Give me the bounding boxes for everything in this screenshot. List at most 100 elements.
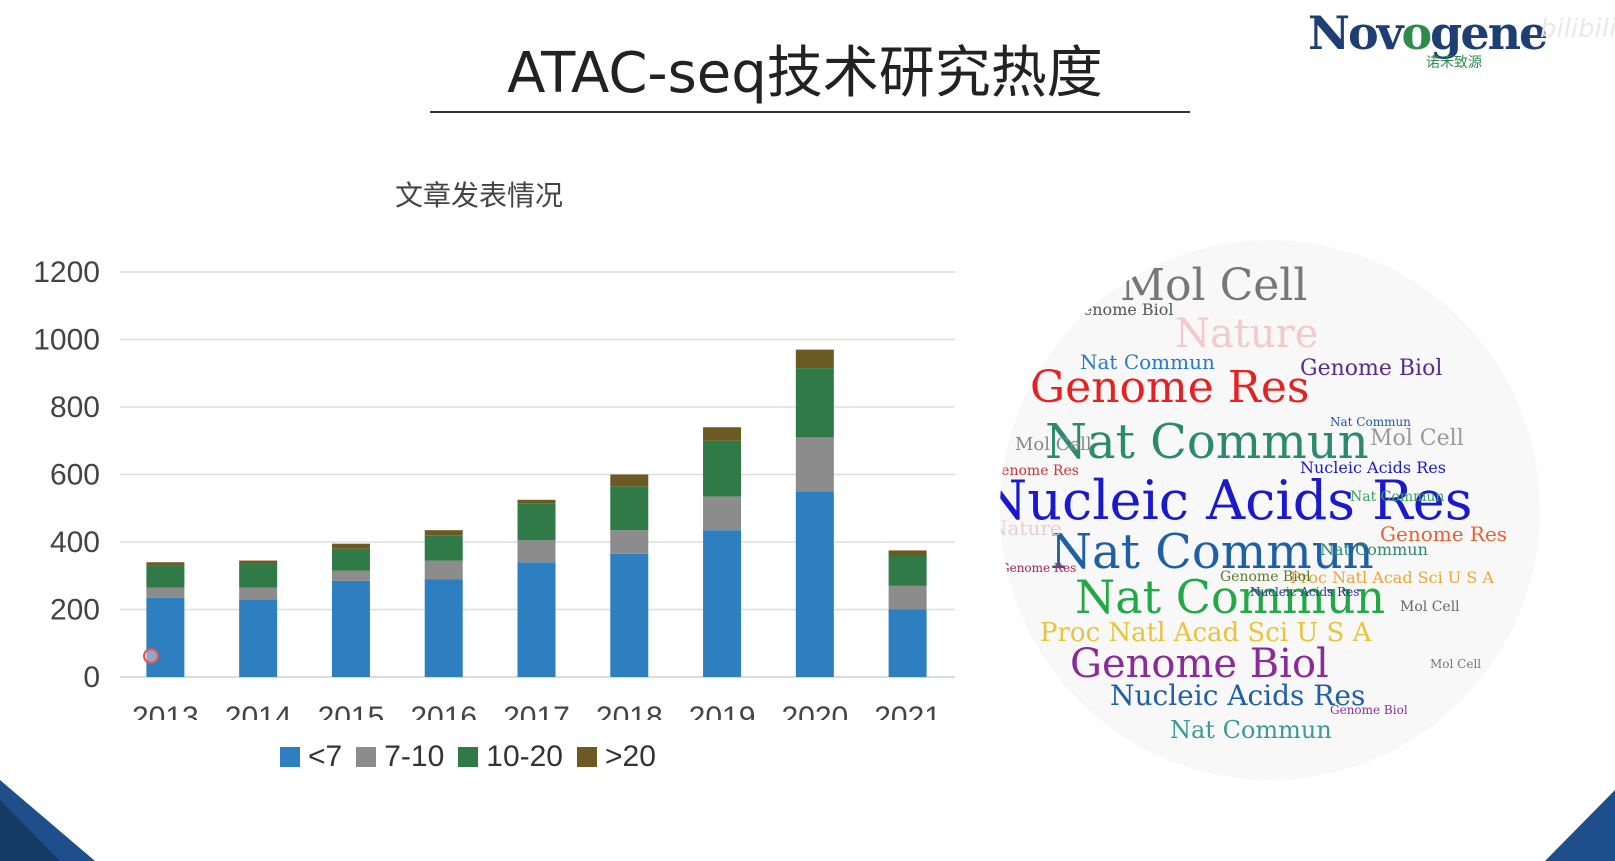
- bar-segment: [703, 530, 742, 677]
- wordcloud-word: Nature: [1175, 311, 1319, 357]
- wordcloud-word: Mol Cell: [1400, 599, 1460, 615]
- bar-segment: [239, 563, 278, 588]
- chart-title: 文章发表情况: [395, 179, 564, 212]
- y-tick-label: 200: [50, 594, 100, 627]
- chart-legend: <7 7-10 10-20 >20: [280, 740, 670, 774]
- logo-wordmark: Novogene: [1308, 6, 1548, 60]
- bar-segment: [888, 555, 927, 586]
- bar-segment: [795, 349, 834, 369]
- wordcloud-word: Genome Res: [1380, 522, 1508, 546]
- bar-segment: [610, 486, 649, 531]
- wordcloud-word: Nat Commun: [1045, 414, 1369, 470]
- bar-segment: [610, 474, 649, 487]
- legend-label: <7: [308, 740, 343, 773]
- x-tick-label: 2021: [874, 701, 941, 720]
- wordcloud-word: Nature: [1000, 516, 1062, 540]
- wordcloud-word: Mol Cell: [1120, 260, 1308, 311]
- wordcloud-word: Genome Res: [1030, 362, 1310, 413]
- bar-segment: [424, 530, 463, 536]
- wordcloud-word: Mol Cell: [1430, 657, 1482, 671]
- x-tick-label: 2017: [503, 701, 570, 720]
- legend-label: >20: [605, 740, 656, 773]
- corner-decoration-right: [1545, 790, 1615, 861]
- wordcloud-word: Nucleic Acids Res: [1250, 585, 1360, 599]
- wordcloud-word: Genome Res: [1000, 463, 1079, 479]
- bar-segment: [703, 427, 742, 441]
- y-tick-label: 0: [83, 661, 100, 694]
- bar-segment: [610, 553, 649, 677]
- bar-segment: [795, 491, 834, 677]
- bar-segment: [703, 496, 742, 531]
- bar-segment: [331, 580, 370, 677]
- y-tick-label: 800: [50, 391, 100, 424]
- bar-segment: [239, 560, 278, 564]
- bar-segment: [795, 368, 834, 438]
- bar-segment: [703, 440, 742, 497]
- x-tick-label: 2018: [596, 701, 663, 720]
- x-tick-label: 2019: [689, 701, 756, 720]
- journal-word-cloud: Nucleic Acids Res Nat Commun Nat Commun Nat…: [1000, 240, 1540, 780]
- bar-segment: [331, 543, 370, 549]
- wordcloud-word: Genome Biol: [1330, 703, 1408, 717]
- wordcloud-word: Nat Commun: [1080, 350, 1215, 374]
- y-tick-label: 1000: [33, 324, 100, 357]
- corner-decoration-left-dark: [0, 800, 60, 861]
- y-tick-label: 400: [50, 526, 100, 559]
- legend-item: <7: [280, 740, 342, 774]
- bar-segment: [424, 535, 463, 561]
- wordcloud-word: Proc Natl Acad Sci U S A: [1290, 568, 1494, 587]
- wordcloud-word: Mol Cell: [1370, 426, 1464, 451]
- bar-segment: [517, 499, 556, 504]
- legend-item: 10-20: [458, 740, 563, 774]
- legend-swatch: [280, 747, 300, 767]
- wordcloud-word: Nucleic Acids Res: [1110, 679, 1366, 712]
- wordcloud-word: Nucleic Acids Res: [1300, 458, 1446, 477]
- bar-segment: [146, 597, 185, 677]
- bar-segment: [239, 587, 278, 600]
- legend-item: 7-10: [356, 740, 444, 774]
- wordcloud-word: Nat Commun: [1050, 524, 1374, 580]
- bar-segment: [424, 579, 463, 677]
- legend-label: 7-10: [384, 740, 445, 773]
- novogene-logo: Novogene 诺禾致源: [1308, 6, 1548, 72]
- wordcloud-word: Nat Commun: [1350, 489, 1445, 505]
- x-tick-label: 2014: [225, 701, 292, 720]
- bar-segment: [795, 437, 834, 492]
- bar-segment: [888, 609, 927, 677]
- wordcloud-word: Mol Cell: [1015, 434, 1092, 455]
- cursor-marker: [143, 648, 159, 664]
- x-tick-label: 2013: [132, 701, 199, 720]
- bar-segment: [517, 503, 556, 541]
- legend-swatch: [458, 747, 479, 767]
- wordcloud-word: Nat Commun: [1320, 540, 1428, 559]
- wordcloud-word: Nat Commun: [1170, 716, 1332, 744]
- x-tick-label: 2020: [781, 701, 848, 720]
- bar-segment: [146, 587, 185, 598]
- bar-segment: [239, 599, 278, 677]
- wordcloud-word: Nat Commun: [1330, 415, 1411, 429]
- legend-swatch: [577, 747, 597, 767]
- wordcloud-word: Genome Biol: [1070, 641, 1329, 687]
- wordcloud-word: Proc Natl Acad Sci U S A: [1040, 618, 1372, 648]
- wordcloud-word: Genome Biol: [1220, 569, 1311, 585]
- y-tick-label: 1200: [33, 256, 100, 289]
- bar-segment: [888, 550, 927, 556]
- stacked-bar-chart: 0 200 400 600 800 1000 1200 2013 2014 2015 2016 201…: [33, 256, 955, 720]
- bar-segment: [517, 562, 556, 677]
- bar-segment: [146, 565, 185, 588]
- x-tick-label: 2016: [410, 701, 477, 720]
- bar-segment: [146, 562, 185, 566]
- legend-item: >20: [577, 740, 656, 774]
- bar-segment: [331, 548, 370, 571]
- wordcloud-word: Nucleic Acids Res: [1000, 469, 1473, 532]
- wordcloud-word: Genome Biol: [1300, 356, 1443, 381]
- slide-title: ATAC-seq技术研究热度: [507, 41, 1103, 106]
- legend-swatch: [356, 747, 377, 767]
- y-tick-label: 600: [50, 459, 100, 492]
- logo-subtitle: 诺禾致源: [1426, 55, 1482, 71]
- bar-segment: [424, 560, 463, 580]
- legend-label: 10-20: [486, 740, 563, 773]
- bar-segment: [331, 570, 370, 581]
- bar-segment: [610, 530, 649, 554]
- title-divider: [430, 111, 1190, 113]
